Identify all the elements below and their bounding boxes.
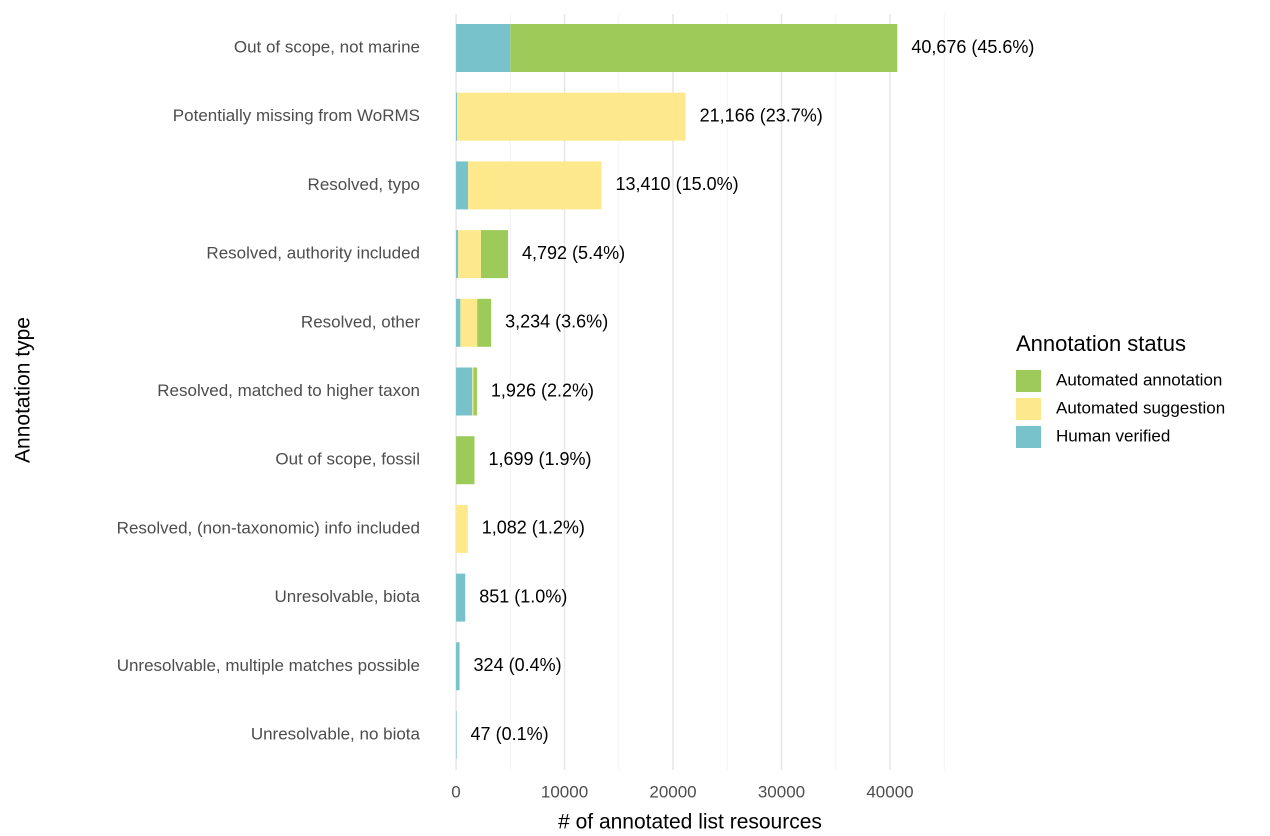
y-tick-label: Resolved, other [301, 312, 420, 331]
bar-segment [472, 367, 474, 416]
y-tick-label: Unresolvable, no biota [251, 724, 421, 743]
bar-segment [458, 230, 481, 279]
legend-key [1016, 426, 1041, 448]
bar-label: 1,082 (1.2%) [482, 518, 585, 538]
bar-segment [457, 92, 686, 141]
legend-label: Automated suggestion [1056, 398, 1225, 417]
bar-segment [456, 711, 457, 759]
bar-segment [456, 504, 468, 553]
bar-label: 851 (1.0%) [479, 586, 567, 606]
bar-label: 3,234 (3.6%) [505, 312, 608, 332]
bar-label: 1,699 (1.9%) [488, 449, 591, 469]
x-tick-label: 0 [451, 782, 460, 801]
y-tick-label: Unresolvable, biota [274, 587, 420, 606]
x-tick-label: 10000 [541, 782, 588, 801]
y-tick-label: Resolved, authority included [206, 244, 420, 263]
bar-label: 21,166 (23.7%) [700, 105, 823, 125]
y-tick-label: Unresolvable, multiple matches possible [117, 656, 420, 675]
bar-label: 13,410 (15.0%) [616, 174, 739, 194]
bar-label: 324 (0.4%) [474, 655, 562, 675]
legend-label: Automated annotation [1056, 370, 1222, 389]
legend-key [1016, 398, 1041, 420]
bar-segment [456, 92, 458, 141]
y-tick-label: Out of scope, not marine [234, 37, 420, 56]
bar-segment [456, 24, 511, 72]
bar-label: 47 (0.1%) [471, 724, 549, 744]
legend-label: Human verified [1056, 426, 1170, 445]
bar-segment [456, 161, 468, 210]
x-tick-label: 30000 [758, 782, 805, 801]
y-tick-label: Resolved, typo [308, 175, 420, 194]
bar-segment [456, 642, 460, 691]
bar-segment [456, 573, 466, 622]
bar-segment [467, 161, 602, 210]
bar-label: 1,926 (2.2%) [491, 380, 594, 400]
bar-segment [477, 298, 492, 347]
bar-segment [480, 230, 509, 279]
x-tick-label: 20000 [649, 782, 696, 801]
y-tick-label: Resolved, matched to higher taxon [157, 381, 420, 400]
bar-segment [473, 367, 477, 416]
bar-segment [460, 298, 478, 347]
bar-label: 40,676 (45.6%) [911, 37, 1034, 57]
y-tick-label: Out of scope, fossil [275, 450, 420, 469]
bar-segment [456, 230, 459, 279]
x-axis-title: # of annotated list resources [558, 811, 822, 834]
legend-title: Annotation status [1016, 331, 1186, 356]
bar-segment [510, 24, 898, 72]
y-tick-label: Potentially missing from WoRMS [173, 106, 420, 125]
bar-segment [456, 436, 475, 485]
bar-label: 4,792 (5.4%) [522, 243, 625, 263]
bar-segment [456, 367, 473, 416]
y-tick-label: Resolved, (non-taxonomic) info included [117, 518, 420, 537]
y-axis-title: Annotation type [12, 317, 35, 463]
legend-key [1016, 370, 1041, 392]
x-tick-label: 40000 [866, 782, 913, 801]
bar-segment [456, 298, 461, 347]
